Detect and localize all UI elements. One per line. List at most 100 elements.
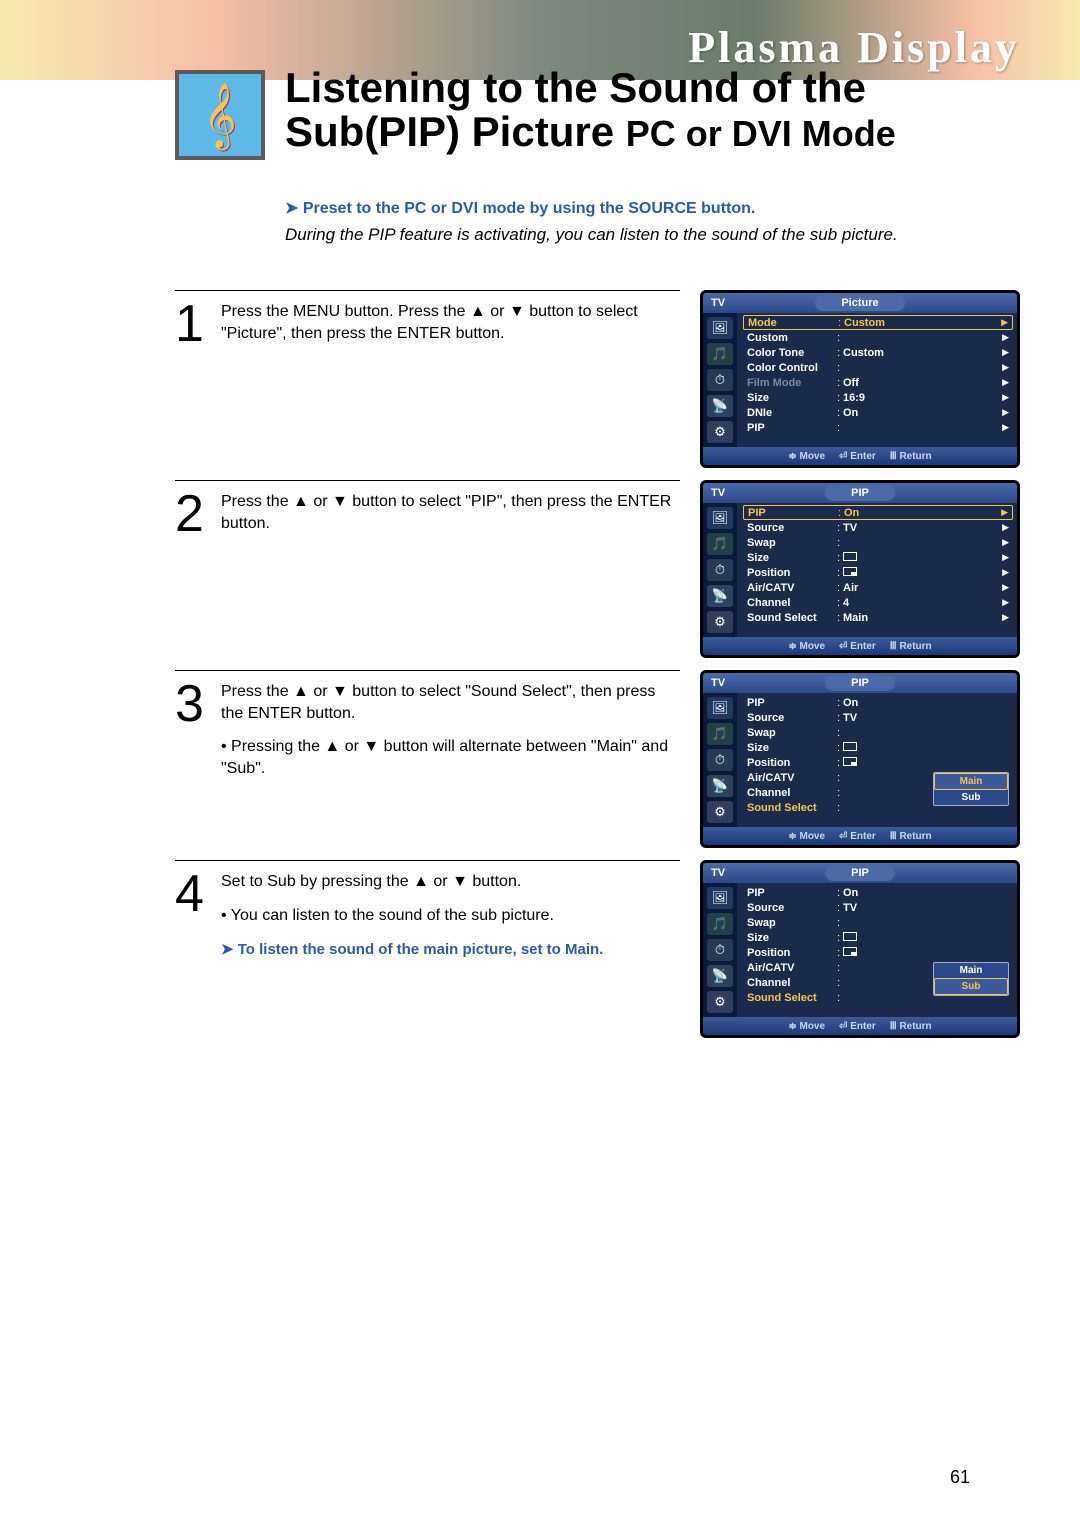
osd-category-icon: ⏱	[707, 559, 733, 581]
osd-hint-move: ≑ Move	[788, 451, 825, 462]
osd-row-label: Color Control	[747, 362, 837, 374]
osd-tv-label: TV	[711, 677, 725, 689]
osd-titlebar: TV PIP	[703, 673, 1017, 693]
step-number: 2	[175, 491, 211, 538]
step-body: Press the ▲ or ▼ button to select "PIP",…	[221, 491, 680, 538]
osd-screenshot-1: TVPicture🖼🎵⏱📡⚙Mode:Custom▶Custom:▶Color …	[700, 290, 1020, 468]
arrow-right-icon: ▶	[1002, 422, 1009, 433]
osd-row-label: Mode	[748, 317, 838, 329]
osd-menu-row: Size:▶	[743, 550, 1013, 565]
osd-row-value	[843, 757, 1009, 769]
osd-menu-list: PIP:On▶Source:TV▶Swap:▶Size:▶Position:▶A…	[737, 503, 1017, 637]
osd-tab-title: PIP	[825, 485, 895, 501]
osd-row-value: Main	[843, 612, 1002, 624]
osd-menu-row: Source:TV▶	[743, 520, 1013, 535]
osd-category-icon: ⏱	[707, 369, 733, 391]
osd-row-value: Air	[843, 582, 1002, 594]
osd-row-label: Source	[747, 522, 837, 534]
osd-hint-enter: ⏎ Enter	[839, 451, 876, 462]
arrow-right-icon: ▶	[1001, 507, 1008, 518]
osd-row-label: Custom	[747, 332, 837, 344]
osd-row-value: Custom	[844, 317, 1001, 329]
osd-row-label: Film Mode	[747, 377, 837, 389]
osd-row-value: 16:9	[843, 392, 1002, 404]
osd-menu-row: Source:TV	[743, 710, 1013, 725]
osd-row-label: PIP	[748, 507, 838, 519]
osd-row-value	[843, 932, 1009, 944]
osd-menu-row: Size:	[743, 930, 1013, 945]
step-text: Set to Sub by pressing the ▲ or ▼ button…	[221, 873, 521, 890]
osd-menu-row: PIP:▶	[743, 420, 1013, 435]
page-number: 61	[950, 1467, 970, 1488]
osd-category-icon: 📡	[707, 965, 733, 987]
osd-hint-enter: ⏎ Enter	[839, 1021, 876, 1032]
osd-category-column: 🖼🎵⏱📡⚙	[703, 693, 737, 827]
osd-row-value: On	[843, 697, 1009, 709]
step-3: 3 Press the ▲ or ▼ button to select "Sou…	[175, 670, 1020, 848]
osd-screenshot-3: TVPIP🖼🎵⏱📡⚙PIP:OnSource:TVSwap:Size:Posit…	[700, 670, 1020, 848]
osd-tv-label: TV	[711, 297, 725, 309]
arrow-right-icon: ▶	[1002, 597, 1009, 608]
osd-row-value: 4	[843, 597, 1002, 609]
osd-category-column: 🖼🎵⏱📡⚙	[703, 503, 737, 637]
osd-footer: ≑ Move⏎ EnterⅢ Return	[703, 827, 1017, 845]
osd-category-icon: ⏱	[707, 939, 733, 961]
osd-hint-return: Ⅲ Return	[890, 451, 932, 462]
osd-category-icon: 📡	[707, 585, 733, 607]
osd-row-label: Air/CATV	[747, 582, 837, 594]
osd-row-label: Size	[747, 552, 837, 564]
osd-hint-return: Ⅲ Return	[890, 1021, 932, 1032]
osd-menu-row: Source:TV	[743, 900, 1013, 915]
page-description: During the PIP feature is activating, yo…	[285, 225, 980, 245]
osd-hint-return: Ⅲ Return	[890, 641, 932, 652]
osd-category-icon: 🖼	[707, 887, 733, 909]
osd-category-icon: ⏱	[707, 749, 733, 771]
popup-option-selected: Sub	[934, 978, 1008, 995]
osd-row-value: On	[843, 407, 1002, 419]
osd-hint-return: Ⅲ Return	[890, 831, 932, 842]
osd-row-value	[843, 742, 1009, 754]
osd-tab-title: PIP	[825, 675, 895, 691]
osd-row-label: Position	[747, 567, 837, 579]
osd-row-label: Source	[747, 902, 837, 914]
arrow-right-icon: ▶	[1002, 612, 1009, 623]
step-body: Press the MENU button. Press the ▲ or ▼ …	[221, 301, 680, 348]
popup-option-selected: Main	[934, 773, 1008, 790]
osd-row-value: TV	[843, 712, 1009, 724]
step-4: 4 Set to Sub by pressing the ▲ or ▼ butt…	[175, 860, 1020, 1038]
arrow-right-icon: ▶	[1002, 407, 1009, 418]
osd-tab-title: PIP	[825, 865, 895, 881]
osd-row-label: Sound Select	[747, 992, 837, 1004]
osd-menu-row: Swap:	[743, 725, 1013, 740]
osd-menu-row: PIP:On	[743, 885, 1013, 900]
arrow-right-icon: ▶	[1002, 582, 1009, 593]
osd-menu-row: Swap:	[743, 915, 1013, 930]
osd-row-label: Size	[747, 392, 837, 404]
osd-menu-list: PIP:OnSource:TVSwap:Size:Position:Air/CA…	[737, 883, 1017, 1017]
arrow-right-icon: ▶	[1002, 377, 1009, 388]
osd-menu-row: Position:	[743, 755, 1013, 770]
osd-row-label: PIP	[747, 887, 837, 899]
osd-row-value	[843, 947, 1009, 959]
osd-footer: ≑ Move⏎ EnterⅢ Return	[703, 1017, 1017, 1035]
page-title: Listening to the Sound of the Sub(PIP) P…	[285, 66, 1020, 154]
osd-menu-list: PIP:OnSource:TVSwap:Size:Position:Air/CA…	[737, 693, 1017, 827]
osd-row-label: Size	[747, 742, 837, 754]
osd-screenshot-2: TVPIP🖼🎵⏱📡⚙PIP:On▶Source:TV▶Swap:▶Size:▶P…	[700, 480, 1020, 658]
osd-row-value: TV	[843, 902, 1009, 914]
osd-menu-row: PIP:On▶	[743, 505, 1013, 520]
osd-hint-enter: ⏎ Enter	[839, 831, 876, 842]
osd-category-icon: ⚙	[707, 611, 733, 633]
title-line-2: Sub(PIP) Picture	[285, 108, 614, 155]
osd-menu-row: Size:16:9▶	[743, 390, 1013, 405]
osd-category-icon: 📡	[707, 775, 733, 797]
osd-row-label: Swap	[747, 917, 837, 929]
popup-option: Sub	[934, 790, 1008, 805]
osd-menu-row: Position:	[743, 945, 1013, 960]
arrow-right-icon: ▶	[1002, 347, 1009, 358]
osd-row-label: Sound Select	[747, 802, 837, 814]
osd-menu-row: Mode:Custom▶	[743, 315, 1013, 330]
step-text: Press the ▲ or ▼ button to select "PIP",…	[221, 493, 671, 532]
osd-row-label: Color Tone	[747, 347, 837, 359]
arrow-right-icon: ▶	[1002, 362, 1009, 373]
